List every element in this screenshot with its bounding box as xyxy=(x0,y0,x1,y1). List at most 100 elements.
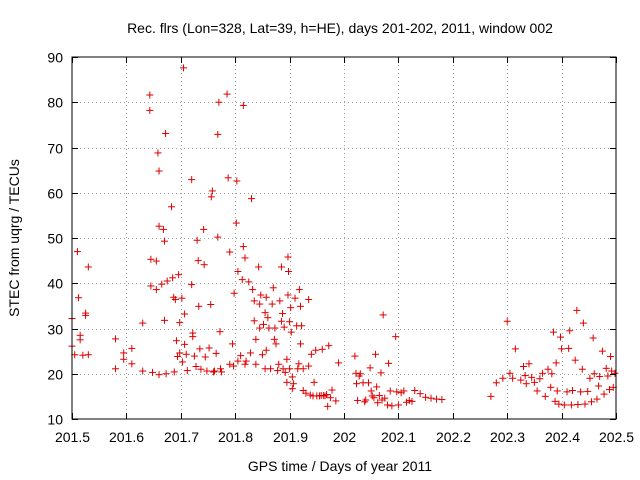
data-point xyxy=(257,291,265,299)
data-point xyxy=(324,402,332,410)
x-tick-label: 202.1 xyxy=(381,429,416,445)
data-point xyxy=(547,383,555,391)
data-point xyxy=(520,363,528,371)
data-point xyxy=(544,365,552,373)
data-point xyxy=(195,302,203,310)
data-point xyxy=(285,267,293,275)
data-point xyxy=(162,129,170,137)
data-point xyxy=(563,388,571,396)
data-point xyxy=(279,310,287,318)
y-tick-label: 30 xyxy=(47,322,63,338)
data-point xyxy=(277,317,285,325)
data-point xyxy=(163,277,171,285)
data-point xyxy=(530,378,538,386)
data-point xyxy=(287,328,295,336)
data-point xyxy=(394,401,402,409)
data-point xyxy=(223,90,231,98)
y-tick-label: 10 xyxy=(47,412,63,428)
data-point xyxy=(212,349,220,357)
data-point xyxy=(146,91,154,99)
data-point xyxy=(158,280,166,288)
data-point xyxy=(275,360,283,368)
data-point xyxy=(296,302,304,310)
data-point xyxy=(270,335,278,343)
data-point xyxy=(321,392,329,400)
data-point xyxy=(238,276,246,284)
data-point xyxy=(214,130,222,138)
data-point xyxy=(159,225,167,233)
data-point xyxy=(605,386,613,394)
data-point xyxy=(284,291,292,299)
data-point xyxy=(335,359,343,367)
data-point xyxy=(299,365,307,373)
chart-title: Rec. flrs (Lon=328, Lat=39, h=HE), days … xyxy=(127,20,553,36)
data-point xyxy=(280,323,288,331)
data-point xyxy=(552,359,560,367)
data-point xyxy=(250,297,258,305)
data-point xyxy=(147,255,155,263)
data-point xyxy=(155,371,163,379)
data-point xyxy=(366,364,374,372)
data-point xyxy=(237,352,245,360)
data-point xyxy=(361,398,369,406)
y-tick-label: 80 xyxy=(47,95,63,111)
data-point xyxy=(353,380,361,388)
data-point xyxy=(351,352,359,360)
data-point xyxy=(326,394,334,402)
data-point xyxy=(386,387,394,395)
data-point xyxy=(279,365,287,373)
data-point xyxy=(174,353,182,361)
data-point xyxy=(196,345,204,353)
data-point xyxy=(296,340,304,348)
data-point xyxy=(197,365,205,373)
data-point xyxy=(568,386,576,394)
data-point xyxy=(176,349,184,357)
data-point xyxy=(323,391,331,399)
data-point xyxy=(288,385,296,393)
data-point xyxy=(252,335,260,343)
data-point xyxy=(82,311,90,319)
data-point xyxy=(509,374,517,382)
data-point xyxy=(245,278,253,286)
data-point xyxy=(549,328,557,336)
data-point xyxy=(566,327,574,335)
data-point xyxy=(241,254,249,262)
data-point xyxy=(233,177,241,185)
data-point xyxy=(190,352,198,360)
data-point xyxy=(578,365,586,373)
data-point xyxy=(286,318,294,326)
data-point xyxy=(588,398,596,406)
data-point xyxy=(139,367,147,375)
data-point xyxy=(528,373,536,381)
data-point xyxy=(271,324,279,332)
data-point xyxy=(525,360,533,368)
data-point xyxy=(200,225,208,233)
data-point xyxy=(112,365,120,373)
data-point xyxy=(168,203,176,211)
data-point xyxy=(305,296,313,304)
data-point xyxy=(176,319,184,327)
data-point xyxy=(178,358,186,366)
data-point xyxy=(312,346,320,354)
data-point xyxy=(400,387,408,395)
data-point xyxy=(262,293,270,301)
x-tick-label: 201.9 xyxy=(273,429,308,445)
data-point xyxy=(258,351,266,359)
data-point xyxy=(162,370,170,378)
data-point xyxy=(214,233,222,241)
data-point xyxy=(487,392,495,400)
data-point xyxy=(120,349,128,357)
data-point xyxy=(281,368,289,376)
data-point xyxy=(533,387,541,395)
data-point xyxy=(252,360,260,368)
data-point xyxy=(192,363,200,371)
data-point xyxy=(226,360,234,368)
data-point xyxy=(286,365,294,373)
data-point xyxy=(302,389,310,397)
data-point xyxy=(276,297,284,305)
data-point xyxy=(558,345,566,353)
data-point xyxy=(239,101,247,109)
data-point xyxy=(310,378,318,386)
data-point xyxy=(422,393,430,401)
data-point xyxy=(203,367,211,375)
